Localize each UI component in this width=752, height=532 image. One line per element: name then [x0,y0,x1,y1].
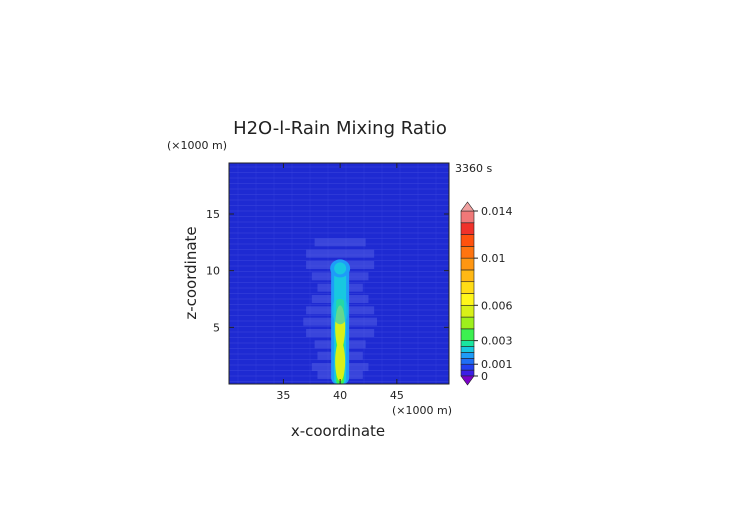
chart-title: H2O-l-Rain Mixing Ratio [233,118,447,139]
colorbar-segment [460,269,475,283]
x-tick-label: 40 [333,389,347,402]
plot-area [228,162,450,385]
colorbar-segment [460,210,475,224]
colorbar-segment [460,363,475,371]
halo-band [314,238,366,247]
colorbar-segment [460,304,475,318]
column-core-lower [335,341,346,382]
time-label: 3360 s [455,162,492,175]
colorbar-segment [460,222,475,235]
y-unit-label: (×1000 m) [167,139,227,152]
x-axis-label: x-coordinate [291,422,385,440]
x-tick-label: 35 [276,389,290,402]
colorbar-segment [460,369,475,377]
colorbar-segment [460,358,475,365]
column-bulge [332,296,349,325]
colorbar-segment [460,328,475,341]
colorbar-tick-label: 0 [481,370,488,383]
colorbar-over-arrow [460,201,475,212]
colorbar-segment [460,340,475,347]
colorbar-tick-label: 0.014 [481,205,513,218]
colorbar-segment [460,234,475,247]
rain-column [330,259,351,384]
colorbar-segment [460,257,475,271]
y-axis-ticks: 5 10 15 [206,208,449,334]
y-tick-label: 5 [213,321,220,334]
colorbar-segment [460,316,475,330]
colorbar-segment [460,246,475,259]
colorbar-segment [460,352,475,359]
y-tick-label: 10 [206,265,220,278]
plot-frame [228,162,450,385]
halo-band [306,249,375,258]
colorbar-segment [460,293,475,306]
x-unit-label: (×1000 m) [392,404,452,417]
colorbar-tick-label: 0.001 [481,358,513,371]
y-tick-label: 15 [206,208,220,221]
x-axis-ticks: 35 40 45 [276,163,404,402]
colorbar-tick-label: 0.003 [481,335,513,348]
colorbar-under-arrow [460,375,475,386]
colorbar-tick-label: 0.01 [481,252,506,265]
y-axis-label: z-coordinate [182,226,200,319]
colorbar-tick-label: 0.006 [481,299,513,312]
colorbar-segment [460,346,475,353]
column-top-core [334,262,347,275]
colorbar-segment [460,281,475,294]
x-tick-label: 45 [390,389,404,402]
